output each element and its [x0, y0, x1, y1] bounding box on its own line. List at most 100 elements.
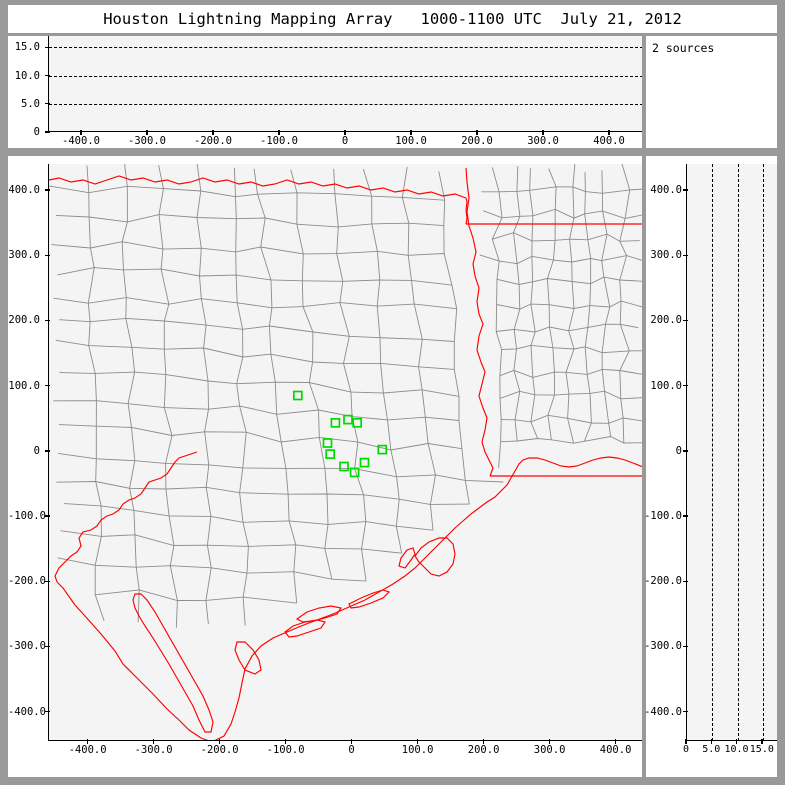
- x-tick-mark: [416, 739, 419, 744]
- sources-count-panel: 2 sources: [646, 36, 777, 148]
- x-tick-mark: [410, 130, 412, 135]
- y-tick-label: -200.0: [8, 575, 46, 588]
- lightning-source-marker[interactable]: [377, 444, 388, 455]
- lightning-source-marker[interactable]: [339, 461, 349, 472]
- x-tick-label: 400.0: [599, 744, 632, 756]
- county-line-horizontal: [479, 254, 642, 265]
- county-line-horizontal: [55, 214, 444, 228]
- plan-view-map-plot[interactable]: [48, 164, 642, 741]
- bay-shoreline: [295, 605, 342, 623]
- county-line-horizontal: [51, 241, 445, 256]
- x-tick-mark: [284, 739, 287, 744]
- barrier-island-padre: [132, 593, 214, 733]
- y-tick-mark: [45, 319, 50, 322]
- county-line-vertical: [438, 171, 470, 505]
- y-tick-mark: [683, 450, 688, 452]
- x-tick-label: 100.0: [395, 135, 427, 147]
- x-tick-mark: [212, 130, 214, 135]
- county-line-vertical: [583, 172, 592, 442]
- state-line-texas-oklahoma: [49, 175, 467, 199]
- x-tick-label: 300.0: [533, 744, 566, 756]
- x-tick-label: 10.0: [724, 744, 749, 755]
- y-tick-label: 100.0: [650, 379, 682, 392]
- y-tick-label: -400.0: [8, 705, 46, 718]
- lightning-source-marker[interactable]: [330, 417, 341, 428]
- x-tick-label: -200.0: [200, 744, 239, 756]
- county-line-vertical: [601, 170, 612, 437]
- county-line-horizontal: [482, 208, 642, 219]
- county-line-horizontal: [53, 400, 460, 421]
- y-tick-mark: [683, 254, 688, 256]
- barrier-island-galveston: [284, 619, 326, 638]
- county-line-horizontal: [499, 368, 642, 378]
- page-title: Houston Lightning Mapping Array 1000-110…: [103, 10, 682, 28]
- county-line-vertical: [233, 167, 249, 626]
- county-line-horizontal: [501, 344, 642, 354]
- y-tick-mark: [45, 189, 50, 191]
- y-tick-label: -300.0: [8, 640, 46, 653]
- lightning-source-marker[interactable]: [349, 467, 360, 478]
- gridline-horizontal: [49, 75, 642, 77]
- y-tick-label: 0: [33, 444, 40, 457]
- gridline-vertical: [737, 164, 739, 740]
- y-tick-label: 0: [33, 126, 40, 138]
- time-altitude-plot[interactable]: [48, 36, 642, 132]
- lightning-source-marker[interactable]: [325, 449, 336, 459]
- y-tick-mark: [683, 710, 688, 713]
- y-tick-label: -100.0: [8, 510, 46, 523]
- y-tick-label: 400.0: [650, 184, 682, 197]
- gridline-horizontal: [49, 47, 642, 49]
- x-tick-label: 15.0: [749, 744, 774, 755]
- gridline-vertical: [762, 164, 764, 740]
- y-tick-mark: [45, 46, 50, 48]
- county-line-horizontal: [60, 530, 402, 554]
- y-tick-label: 15.0: [14, 41, 40, 54]
- x-tick-mark: [80, 130, 82, 135]
- y-tick-label: 200.0: [8, 314, 40, 327]
- county-line-horizontal: [58, 452, 504, 483]
- map-graphics: [49, 164, 642, 740]
- altitude-distance-plot[interactable]: [686, 164, 777, 741]
- y-tick-mark: [683, 645, 688, 648]
- x-tick-label: -400.0: [62, 135, 100, 147]
- y-tick-label: -200.0: [644, 575, 682, 588]
- x-tick-label: 0: [348, 744, 355, 756]
- x-tick-mark: [218, 739, 221, 744]
- lightning-source-marker[interactable]: [292, 390, 303, 401]
- county-line-horizontal: [55, 339, 455, 370]
- lightning-source-marker[interactable]: [322, 438, 333, 448]
- y-tick-mark: [45, 450, 50, 452]
- lightning-source-marker[interactable]: [352, 417, 363, 428]
- lightning-source-marker[interactable]: [343, 414, 353, 425]
- galveston-bay: [414, 537, 456, 577]
- county-line-vertical: [513, 166, 521, 442]
- x-tick-label: -400.0: [68, 744, 107, 756]
- y-tick-mark: [45, 384, 50, 387]
- bay-shoreline-2: [348, 589, 391, 609]
- county-line-vertical: [253, 168, 298, 604]
- x-tick-label: 200.0: [467, 744, 500, 756]
- x-tick-mark: [278, 130, 280, 135]
- altitude-distance-panel: -400.0 -300.0 -200.0 -100.0 0 100.0 200.0 300.0…: [644, 156, 777, 777]
- x-tick-mark: [608, 130, 610, 135]
- county-line-horizontal: [95, 589, 297, 604]
- time-altitude-panel: 0 5.0 10.0 15.0 -400.0 -300.0 -200.0 -100.0 0 100…: [8, 36, 642, 148]
- lightning-source-marker[interactable]: [359, 457, 370, 468]
- x-tick-label: 5.0: [702, 744, 721, 755]
- county-line-horizontal: [481, 186, 642, 194]
- y-tick-mark: [45, 131, 50, 133]
- county-line-vertical: [362, 168, 403, 554]
- x-tick-mark: [344, 130, 346, 135]
- state-line-segment: [465, 197, 468, 225]
- x-tick-label: 400.0: [593, 135, 625, 147]
- county-line-vertical: [565, 164, 576, 444]
- y-tick-label: 400.0: [8, 184, 40, 197]
- county-line-horizontal: [57, 557, 367, 582]
- x-tick-label: 100.0: [401, 744, 434, 756]
- county-line-horizontal: [56, 481, 470, 505]
- county-line-vertical: [121, 164, 140, 623]
- y-tick-mark: [683, 580, 688, 582]
- county-line-vertical: [158, 165, 178, 628]
- sources-count-label: 2 sources: [652, 41, 715, 55]
- county-line-horizontal: [53, 297, 457, 310]
